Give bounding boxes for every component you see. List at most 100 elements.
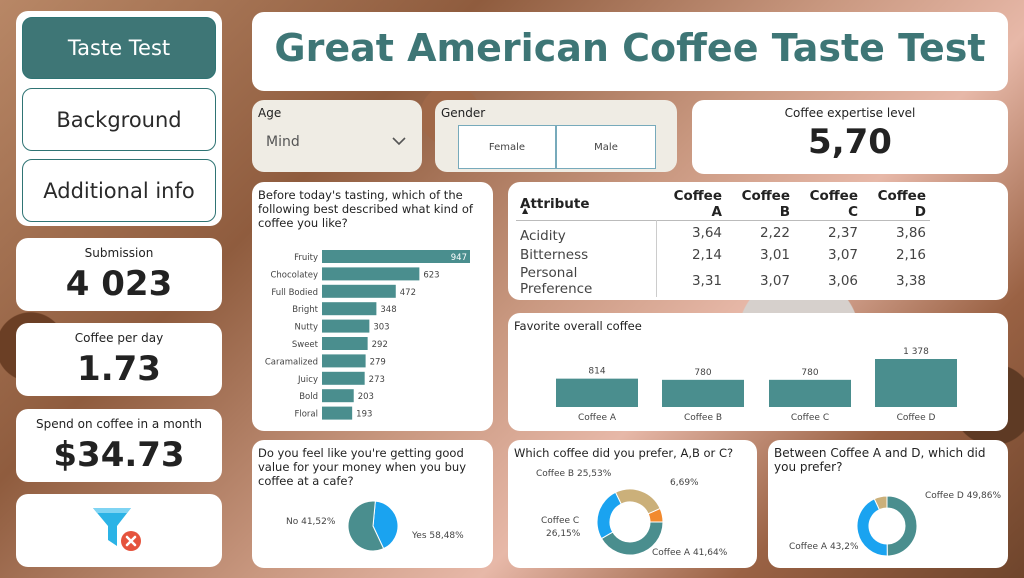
bar [322, 267, 420, 281]
table-cell: 3,31 [691, 272, 722, 289]
table-cell: 2,14 [691, 246, 722, 263]
bar-category-label: Caramalized [265, 357, 318, 367]
table-cell: Acidity [516, 220, 657, 245]
column-value-label: 814 [588, 367, 605, 377]
favorite-bar-chart: 814 Coffee A 780 Coffee B 780 Coffee C 1 378 Co… [556, 347, 957, 423]
bar-value-label: 303 [373, 323, 389, 333]
abc-chart-title: Which coffee did you prefer, A,B or C? [514, 446, 734, 460]
bar-value-label: 472 [400, 288, 416, 298]
table-cell: 3,64 [691, 224, 722, 241]
donut-label-coffee-a: Coffee A 43,2% [789, 542, 859, 552]
slice-yes [347, 500, 385, 552]
nav-taste-test-button[interactable]: Taste Test [22, 17, 216, 79]
bar-category-label: Sweet [292, 340, 319, 350]
bar [322, 319, 370, 333]
header-card: Great American Coffee Taste Test [252, 12, 1008, 91]
column-value-label: 1 378 [903, 347, 929, 357]
table-header-coffee-a[interactable]: Coffee A [673, 188, 722, 220]
bar-category-label: Floral [294, 410, 318, 420]
bar-category-label: Bold [299, 392, 318, 402]
chevron-down-icon [390, 132, 408, 154]
pie-label-yes: Yes 58,48% [411, 531, 464, 541]
coffee-per-day-card: Coffee per day 1.73 [16, 323, 222, 396]
age-label: Age [258, 106, 282, 120]
table-cell: Personal Preference [516, 264, 657, 297]
table-header-coffee-b[interactable]: Coffee B [741, 188, 790, 220]
slice-coffee-c [596, 491, 622, 540]
bar-category-label: Full Bodied [271, 288, 318, 298]
table-cell: Bitterness [516, 244, 657, 265]
expertise-value: 5,70 [808, 122, 892, 162]
column [556, 378, 638, 407]
donut-label-coffee-a: Coffee A 41,64% [652, 548, 728, 558]
bar [322, 337, 368, 350]
table-row: Personal Preference 3,31 3,07 3,06 3,38 [516, 264, 930, 297]
age-slicer: Age Mind [252, 100, 422, 172]
gender-slicer: Gender Female Male [435, 100, 677, 172]
bar-value-label: 203 [358, 392, 374, 402]
bar [322, 371, 365, 385]
donut-label-coffee-c: Coffee C [541, 516, 579, 526]
age-dropdown[interactable]: Mind [258, 130, 416, 158]
bar-value-label: 292 [372, 340, 388, 350]
ad-chart-card: Between Coffee A and D, which did you pr… [768, 440, 1008, 568]
table-cell: 3,01 [759, 246, 790, 263]
favorite-chart-title: Favorite overall coffee [514, 319, 642, 333]
table-cell: 3,86 [895, 224, 926, 241]
flavor-chart-title: Before today's tasting, which of the fol… [258, 188, 473, 230]
filter-clear-icon[interactable] [91, 506, 147, 556]
flavor-chart-card: Before today's tasting, which of the fol… [252, 182, 493, 431]
abc-chart-card: Which coffee did you prefer, A,B or C? C… [508, 440, 757, 568]
bar-value-label: 273 [369, 375, 385, 385]
coffee-per-day-value: 1.73 [77, 349, 161, 389]
column-category-label: Coffee B [684, 413, 722, 423]
slice-coffee-d [886, 495, 918, 557]
bar [322, 250, 470, 263]
donut-label-coffee-b: Coffee B 25,53% [536, 469, 612, 479]
bar [322, 302, 377, 316]
value-pie-chart: No 41,52% Yes 58,48% [286, 500, 464, 552]
ad-chart-title: Between Coffee A and D, which did you pr… [774, 446, 986, 474]
table-cell: 3,07 [827, 246, 858, 263]
bar [322, 354, 366, 368]
table-header-attribute[interactable]: Attribute ▲ [520, 196, 590, 215]
slice-coffee-b [614, 488, 661, 515]
value-chart-title: Do you feel like you're getting good val… [258, 446, 467, 488]
column-value-label: 780 [801, 368, 818, 378]
table-cell: 2,22 [759, 224, 790, 241]
page-title: Great American Coffee Taste Test [274, 26, 986, 70]
table-cell: 3,06 [827, 272, 858, 289]
bar-category-label: Chocolatey [270, 270, 318, 280]
favorite-chart-card: Favorite overall coffee 814 Coffee A 780 Co… [508, 313, 1008, 431]
spend-label: Spend on coffee in a month [35, 417, 203, 431]
donut-label-other: 6,69% [670, 478, 699, 488]
attribute-table: Attribute ▲ Coffee A Coffee B Coffee C Co… [516, 188, 930, 297]
sort-up-icon: ▲ [522, 206, 529, 215]
table-cell: 2,37 [827, 224, 858, 241]
submission-label: Submission [84, 246, 154, 260]
nav-background-button[interactable]: Background [22, 88, 216, 151]
column [662, 379, 744, 407]
gender-option-female[interactable]: Female [458, 125, 556, 169]
table-cell: 3,07 [759, 272, 790, 289]
donut-label-coffee-d: Coffee D 49,86% [925, 491, 1001, 501]
coffee-per-day-label: Coffee per day [74, 331, 164, 345]
gender-option-male[interactable]: Male [556, 125, 656, 169]
bar-category-label: Fruity [294, 253, 318, 263]
column-category-label: Coffee C [791, 413, 829, 423]
table-header-coffee-d[interactable]: Coffee D [877, 188, 926, 220]
column-value-label: 780 [694, 368, 711, 378]
attribute-table-card: Attribute ▲ Coffee A Coffee B Coffee C Co… [508, 182, 1008, 300]
nav-additional-info-button[interactable]: Additional info [22, 159, 216, 222]
table-row: Bitterness 2,14 3,01 3,07 2,16 [516, 244, 930, 265]
gender-label: Gender [441, 106, 486, 120]
pie-label-no: No 41,52% [286, 517, 336, 527]
ad-donut-chart: Coffee D 49,86% Coffee A 43,2% [789, 491, 1001, 557]
table-cell: 3,38 [895, 272, 926, 289]
column [875, 359, 957, 407]
table-header-coffee-c[interactable]: Coffee C [809, 188, 858, 220]
column [769, 379, 851, 407]
bar-category-label: Nutty [295, 323, 318, 333]
bar [322, 284, 396, 298]
submission-value: 4 023 [65, 264, 173, 304]
